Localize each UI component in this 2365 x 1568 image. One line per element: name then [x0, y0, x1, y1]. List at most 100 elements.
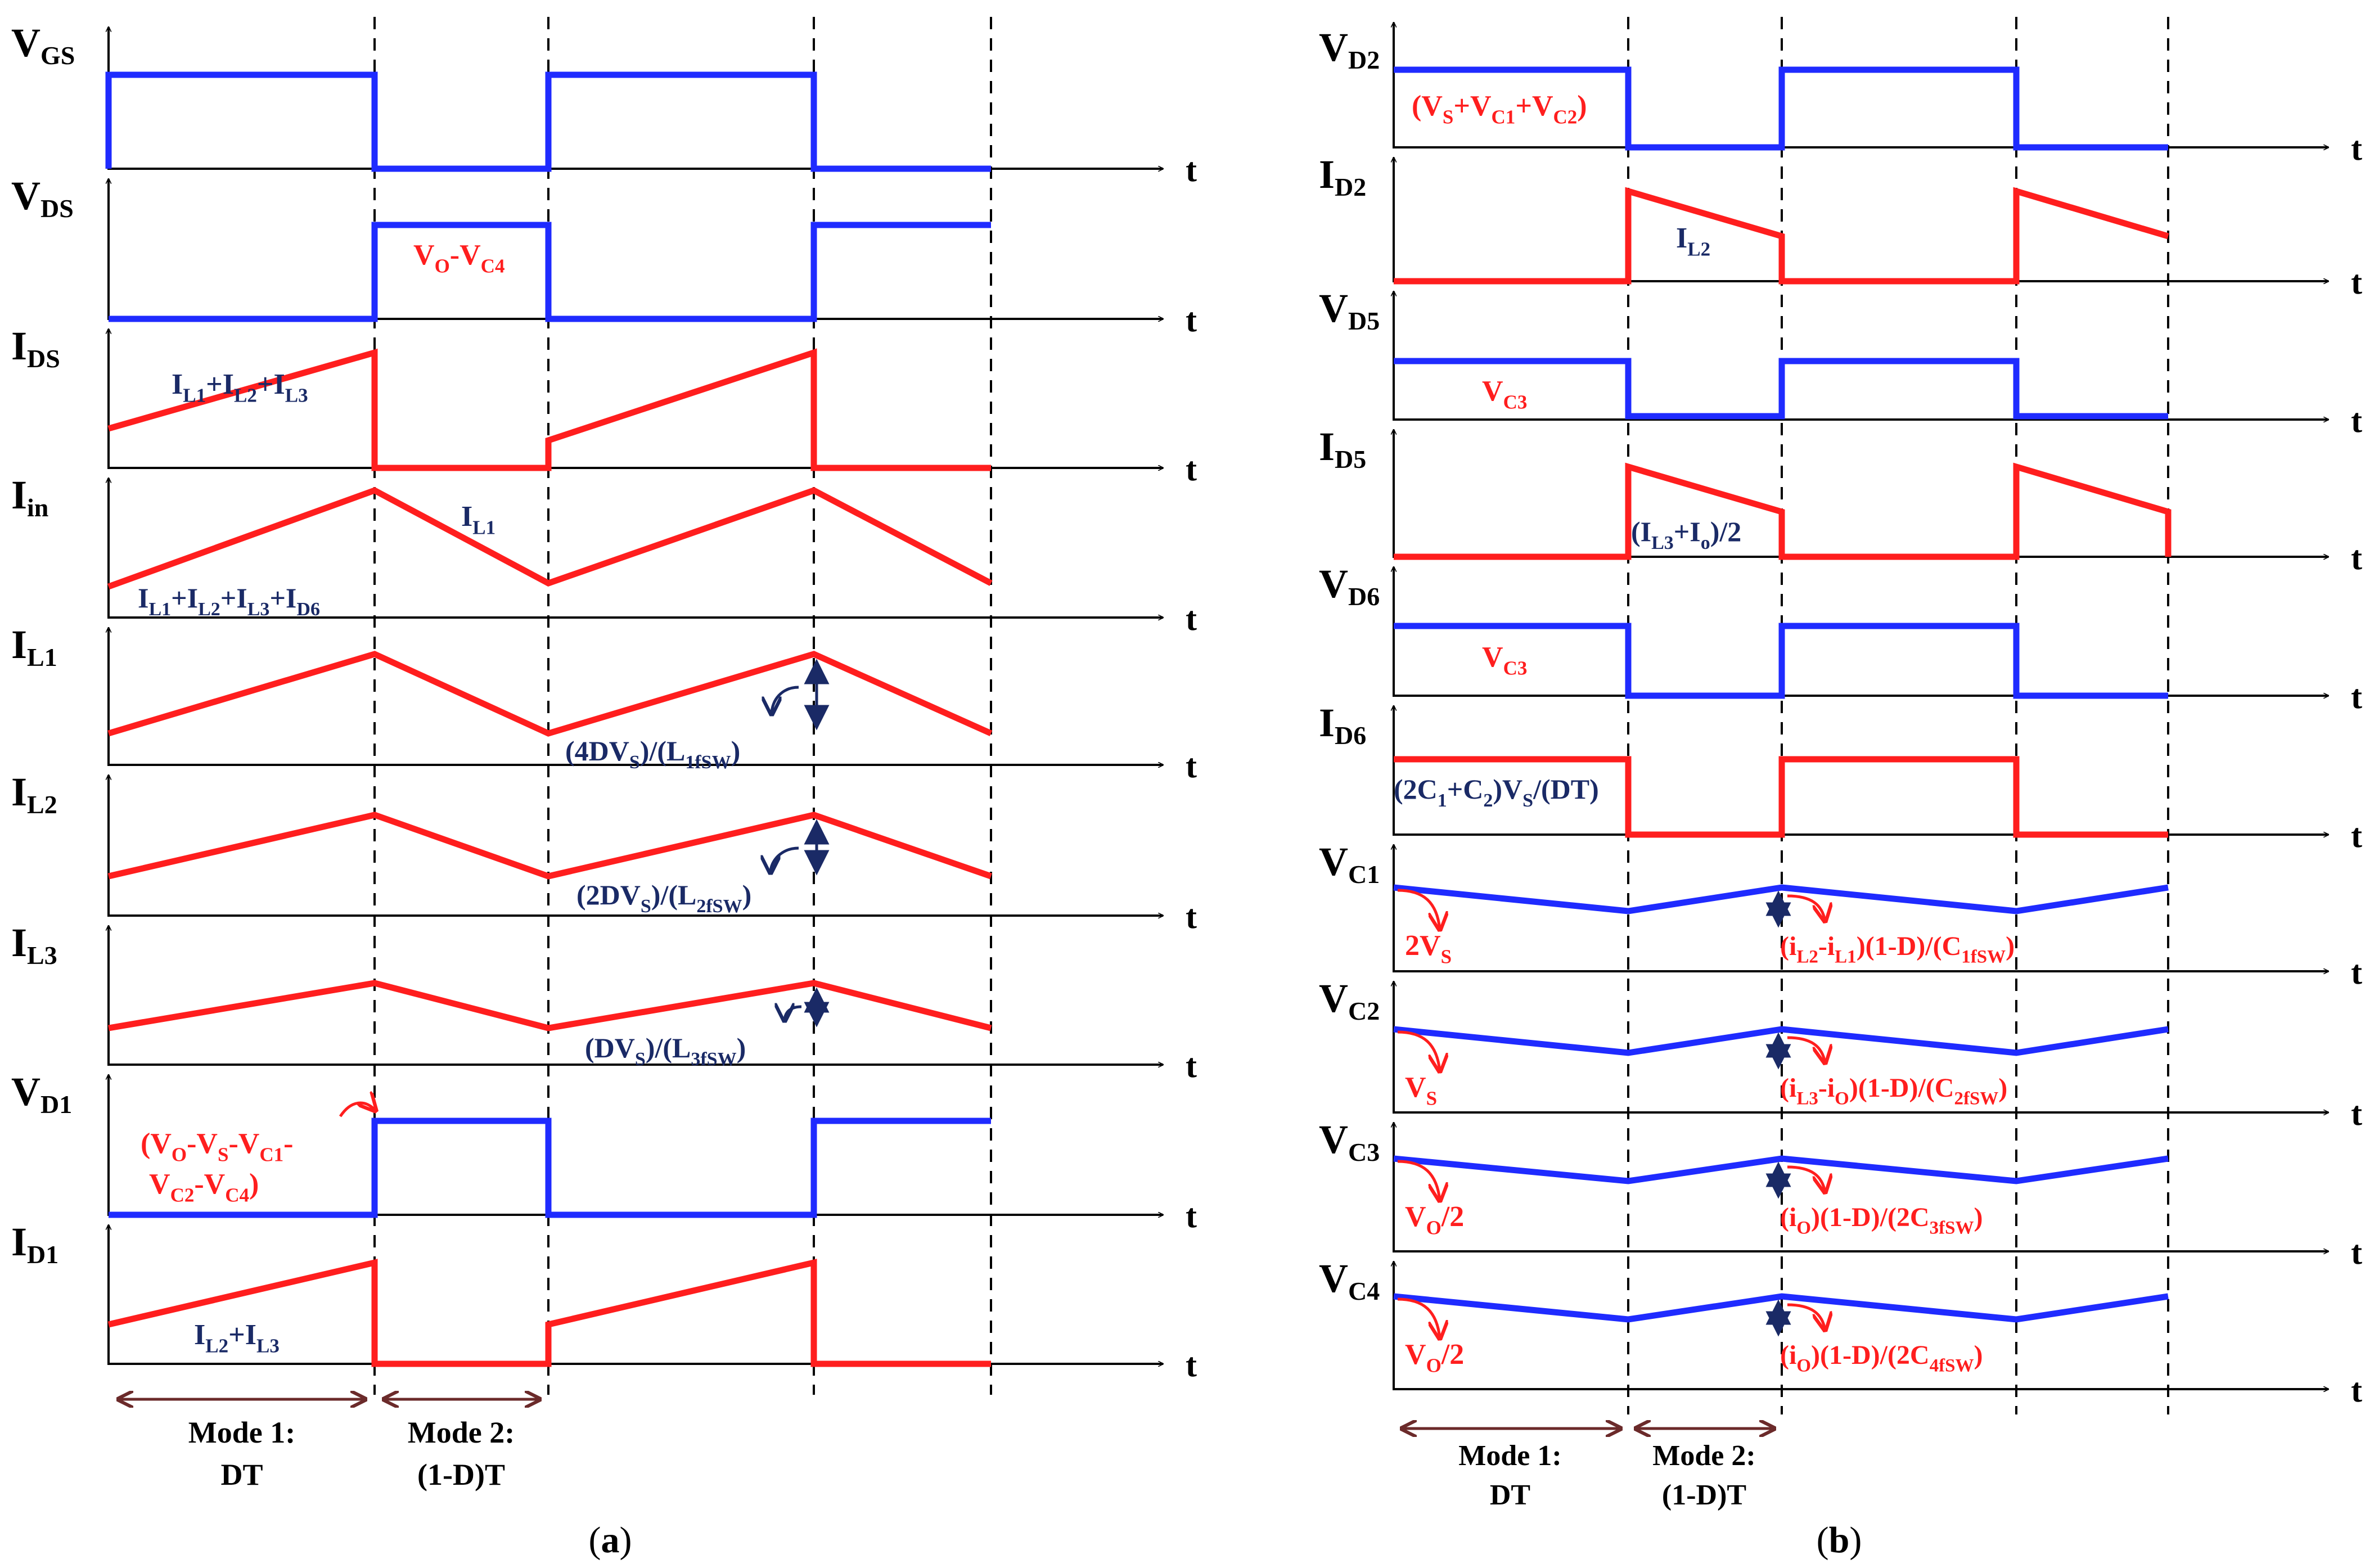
b-label-id2: ID2: [1319, 152, 1366, 201]
a-mode2-title: Mode 2:: [408, 1416, 515, 1449]
a-wave-vd1: [109, 1118, 991, 1218]
a-wave-vds: [109, 222, 991, 322]
b-annot-vc4-ripple: (iO)(1-D)/(2C4fSW): [1780, 1340, 1983, 1376]
a-row-ids-t-label: t: [1186, 450, 1197, 488]
a-wave-il3: [108, 980, 992, 1031]
a-wave-il1: [107, 651, 993, 737]
a-caption: (a): [589, 1520, 632, 1561]
b-annot-id5: (IL3+Io)/2: [1631, 516, 1741, 553]
a-curl-il2: [771, 846, 799, 873]
a-annot-vd1-line1: (VO-VS-VC1-: [141, 1128, 293, 1166]
b-curl-vc4-init: [1397, 1297, 1440, 1339]
b-row-vd5-t-label: t: [2351, 402, 2362, 439]
b-label-vc2: VC2: [1319, 976, 1380, 1025]
a-annot-il3-ripple: (DVS)/(L3fSW): [585, 1032, 746, 1070]
a-row-id1-t-label: t: [1186, 1346, 1197, 1384]
a-curl-il3: [785, 1007, 802, 1021]
a-row-vd1-t-label: t: [1186, 1197, 1197, 1234]
a-mode1-duration: DT: [220, 1458, 263, 1492]
a-curl-il1: [772, 686, 799, 714]
b-wave-vd2: [1394, 66, 2168, 151]
b-curl-vc4-ripple: [1787, 1303, 1825, 1330]
b-annot-vc3-init: VO/2: [1405, 1201, 1464, 1239]
b-wave-id6: [1394, 756, 2168, 838]
b-label-vc4: VC4: [1319, 1256, 1380, 1305]
a-row-il2-t-label: t: [1186, 898, 1197, 935]
a-label-vds: VDS: [11, 173, 74, 223]
b-curl-vc1-ripple: [1787, 894, 1825, 921]
b-wave-vc1: [1393, 884, 2169, 914]
b-row-id5-t-label: t: [2351, 539, 2362, 576]
a-curl-vd1: [339, 1103, 376, 1118]
b-row-vd6-t-label: t: [2351, 678, 2362, 715]
b-mode1-title: Mode 1:: [1458, 1440, 1561, 1472]
b-caption: (b): [1817, 1520, 1862, 1561]
a-annot-vo-vc4: VO-VC4: [413, 239, 504, 277]
b-wave-id2: [1394, 187, 2169, 285]
b-row-vc1-t-label: t: [2351, 954, 2362, 991]
b-label-vc1: VC1: [1319, 839, 1380, 889]
a-row-iin-t-label: t: [1186, 600, 1197, 637]
b-row-vc4-t-label: t: [2351, 1372, 2362, 1409]
a-mode2-duration: (1-D)T: [417, 1458, 505, 1492]
b-wave-vd6: [1394, 623, 2168, 699]
a-annot-vd1-line2: VC2-VC4): [149, 1168, 259, 1206]
b-annot-vc1-init: 2VS: [1405, 930, 1452, 968]
a-row-vgs-t-label: t: [1186, 151, 1197, 188]
a-annot-iin: IL1+IL2+IL3+ID6: [138, 582, 320, 620]
b-label-vd6: VD6: [1319, 561, 1380, 611]
a-label-il1: IL1: [11, 622, 57, 672]
a-wave-il2: [107, 812, 992, 880]
a-annot-il1-ripple: (4DVS)/(L1fSW): [565, 735, 740, 773]
a-annot-ids: IL1+IL2+IL3: [172, 368, 308, 407]
b-curl-vc2-ripple: [1787, 1036, 1825, 1063]
a-row-il1-t-label: t: [1186, 747, 1197, 785]
b-annot-vc2-ripple: (iL3-iO)(1-D)/(C2fSW): [1780, 1073, 2007, 1109]
a-row-vds-t-label: t: [1186, 301, 1197, 339]
a-annot-id1: IL2+IL3: [194, 1319, 280, 1357]
b-curl-vc3-ripple: [1787, 1165, 1825, 1192]
a-row-il3-t-label: t: [1186, 1047, 1197, 1084]
b-annot-vd2: (VS+VC1+VC2): [1412, 90, 1587, 128]
b-wave-vc2: [1393, 1026, 2169, 1056]
a-label-il2: IL2: [11, 769, 57, 819]
b-curl-vc3-init: [1397, 1160, 1440, 1201]
a-label-iin: Iin: [11, 472, 48, 522]
b-mode2-title: Mode 2:: [1652, 1440, 1755, 1472]
a-wave-iin: [107, 486, 993, 590]
b-row-id2-t-label: t: [2351, 264, 2362, 301]
b-row-vc2-t-label: t: [2351, 1095, 2362, 1132]
b-mode2-duration: (1-D)T: [1662, 1479, 1746, 1511]
b-wave-vc3: [1393, 1155, 2169, 1184]
b-annot-vc3-ripple: (iO)(1-D)/(2C3fSW): [1780, 1202, 1983, 1238]
b-curl-vc1-init: [1397, 889, 1440, 930]
a-annot-il1: IL1: [461, 501, 495, 539]
b-annot-vd5: VC3: [1482, 375, 1527, 413]
a-mode1-title: Mode 1:: [188, 1416, 295, 1449]
a-wave-id1: [107, 1259, 991, 1367]
b-label-id6: ID6: [1319, 700, 1366, 750]
b-label-vc3: VC3: [1319, 1117, 1380, 1166]
a-label-vd1: VD1: [11, 1069, 72, 1119]
a-label-il3: IL3: [11, 920, 57, 970]
b-wave-id5: [1394, 462, 2172, 560]
b-mode1-duration: DT: [1490, 1479, 1530, 1511]
b-row-id6-t-label: t: [2351, 817, 2362, 854]
b-label-vd2: VD2: [1319, 25, 1380, 74]
b-curl-vc2-init: [1397, 1030, 1440, 1071]
a-label-id1: ID1: [11, 1219, 58, 1269]
b-row-vd2-t-label: t: [2351, 130, 2362, 167]
a-annot-il2-ripple: (2DVS)/(L2fSW): [576, 879, 751, 917]
b-label-vd5: VD5: [1319, 286, 1380, 335]
b-annot-vd6: VC3: [1482, 641, 1527, 679]
b-wave-vd5: [1394, 358, 2168, 420]
a-label-vgs: VGS: [11, 20, 75, 70]
b-annot-vc2-init: VS: [1405, 1071, 1437, 1110]
b-annot-id6: (2C1+C2)VS/(DT): [1394, 773, 1599, 811]
b-label-id5: ID5: [1319, 424, 1366, 474]
b-row-vc3-t-label: t: [2351, 1234, 2362, 1271]
b-wave-vc4: [1393, 1293, 2169, 1323]
a-label-ids: IDS: [11, 323, 60, 373]
b-annot-id2: IL2: [1676, 222, 1710, 260]
